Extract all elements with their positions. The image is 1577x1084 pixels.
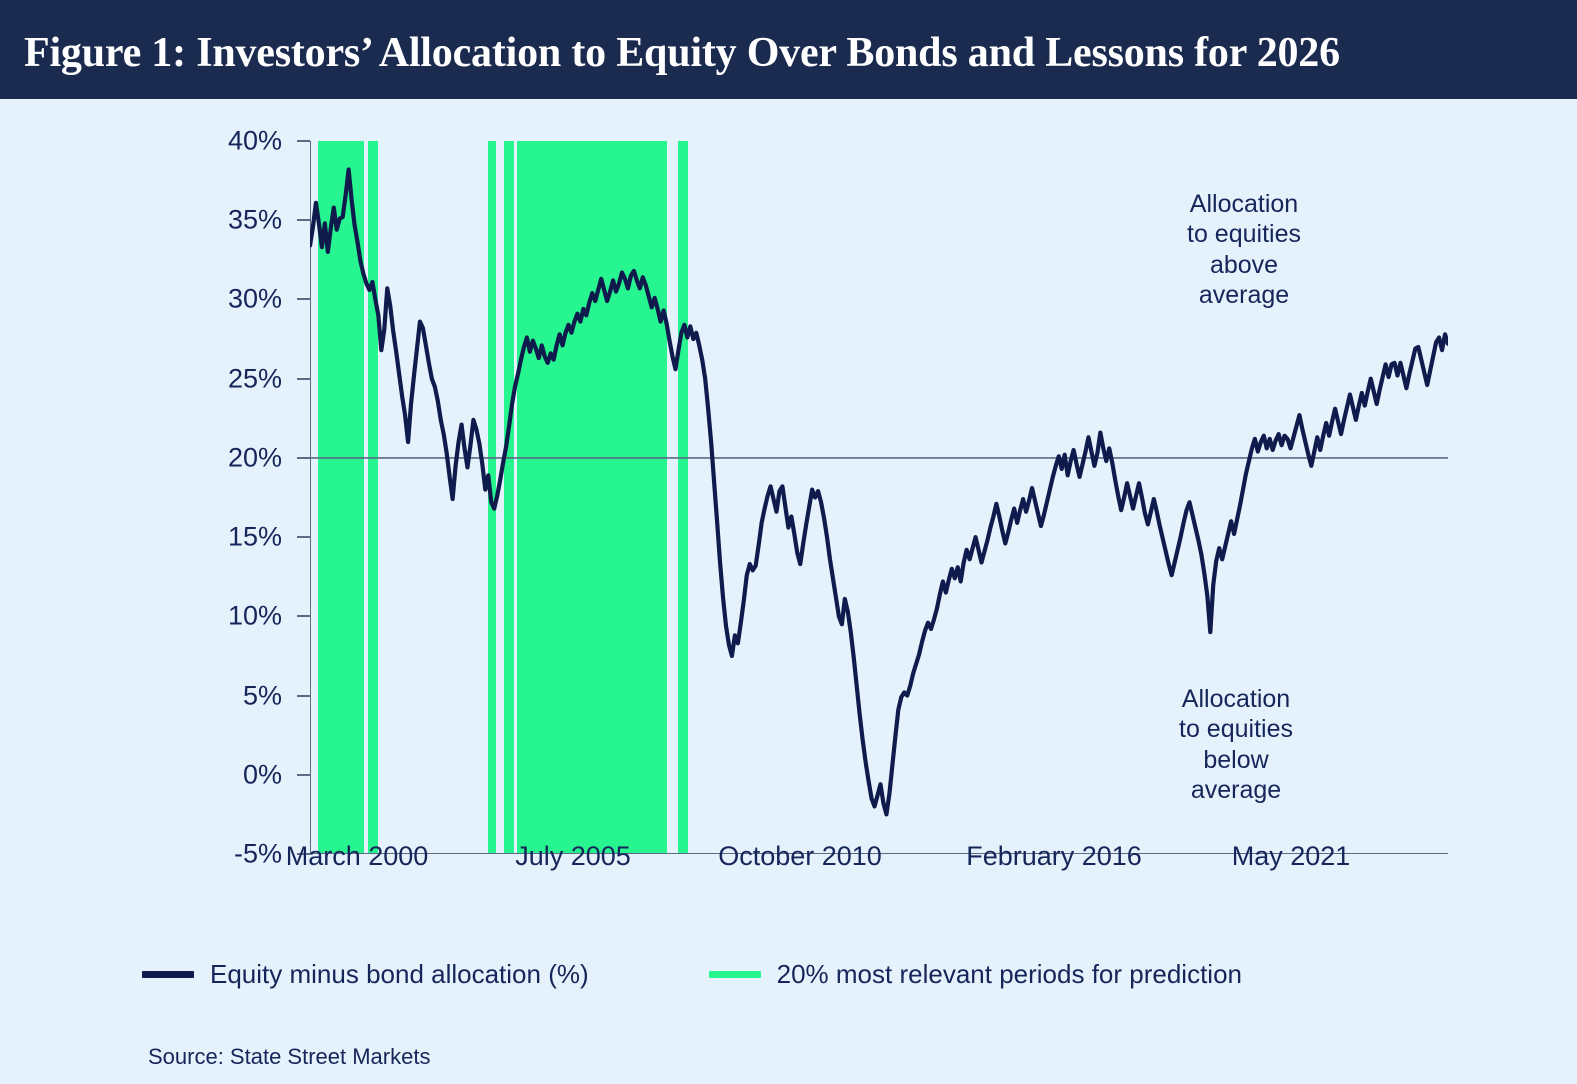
- figure-title: Figure 1: Investors’ Allocation to Equit…: [24, 30, 1340, 76]
- x-tick-label: March 2000: [285, 841, 429, 871]
- band-swatch-icon: [708, 971, 761, 978]
- legend-label: 20% most relevant periods for prediction: [776, 959, 1242, 989]
- y-tick-label: 25%: [227, 363, 282, 394]
- y-tick-mark: [297, 536, 310, 539]
- y-tick-mark: [297, 377, 310, 380]
- y-tick-mark: [297, 694, 310, 697]
- y-tick-label: 5%: [242, 680, 282, 711]
- data-line-equity-minus-bond: [310, 167, 1448, 817]
- y-tick-label: -5%: [233, 838, 282, 869]
- highlight-band: [368, 141, 378, 854]
- highlight-band: [504, 141, 514, 854]
- y-tick-mark: [297, 615, 310, 618]
- y-tick-mark: [297, 140, 310, 142]
- y-tick-mark: [297, 298, 310, 301]
- legend-item-relevant-periods: 20% most relevant periods for prediction: [708, 959, 1242, 990]
- legend-item-equity-minus-bond: Equity minus bond allocation (%): [142, 959, 589, 990]
- highlight-band: [517, 141, 667, 854]
- x-tick-label: October 2010: [718, 841, 882, 871]
- y-tick-label: 20%: [227, 442, 282, 473]
- y-tick-label: 0%: [242, 759, 282, 790]
- y-tick-mark: [297, 456, 310, 459]
- line-swatch-icon: [142, 971, 194, 978]
- y-tick-mark: [297, 853, 310, 855]
- annotation-below-average: Allocation to equities below average: [1179, 685, 1293, 804]
- y-tick-label: 30%: [227, 283, 282, 314]
- y-tick-mark: [297, 219, 310, 222]
- annotation-above-average: Allocation to equities above average: [1187, 190, 1301, 309]
- y-tick-label: 15%: [227, 521, 282, 552]
- chart-area: Long-term investor equity minus bond all…: [0, 99, 1577, 1084]
- highlight-band: [318, 141, 364, 854]
- figure-header-bar: Figure 1: Investors’ Allocation to Equit…: [0, 0, 1577, 99]
- y-tick-label: 35%: [227, 204, 282, 235]
- chart-legend: Equity minus bond allocation (%) 20% mos…: [142, 959, 1242, 990]
- legend-label: Equity minus bond allocation (%): [210, 959, 589, 989]
- x-tick-label: February 2016: [966, 841, 1142, 871]
- chart-svg: [310, 141, 1448, 854]
- x-tick-label: July 2005: [515, 841, 631, 871]
- y-tick-mark: [297, 773, 310, 776]
- highlight-band: [678, 141, 688, 854]
- plot-area: -5% 0% 5% 10% 15% 20% 25% 30% 35% 40%: [228, 126, 1448, 869]
- y-tick-label: 40%: [227, 125, 282, 156]
- x-tick-label: May 2021: [1231, 841, 1351, 871]
- source-note: Source: State Street Markets: [148, 1044, 431, 1069]
- y-tick-label: 10%: [227, 600, 282, 631]
